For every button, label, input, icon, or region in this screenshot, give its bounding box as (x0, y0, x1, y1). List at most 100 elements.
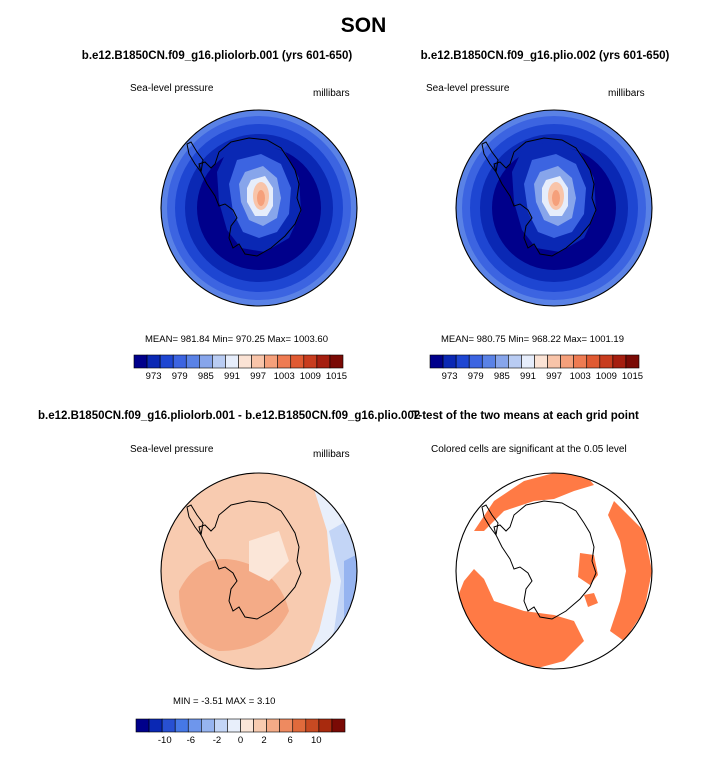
colorbar-box (303, 354, 318, 369)
colorbar-box (133, 354, 148, 369)
colorbar-box (331, 718, 346, 733)
colorbar-box (161, 718, 176, 733)
colorbar-box (468, 354, 483, 369)
colorbar-bottom-left: -10 -6 -2 0 2 6 10 (135, 718, 346, 747)
figure-title: SON (340, 14, 387, 37)
colorbar-tick-label: 985 (197, 371, 214, 382)
colorbar-tick-label: 1009 (595, 371, 617, 382)
antarctica-coastline (186, 500, 302, 620)
colorbar-box (586, 354, 601, 369)
panel-br-title: T-test of the two means at each grid poi… (412, 410, 639, 422)
map-field (456, 473, 652, 669)
colorbar-box (292, 718, 307, 733)
panel-tr-stats: MEAN= 980.75 Min= 968.22 Max= 1001.19 (441, 334, 624, 345)
colorbar-box (185, 354, 200, 369)
colorbar-box (146, 354, 161, 369)
map-boundary (455, 472, 653, 670)
colorbar-tick-label: 973 (441, 371, 458, 382)
antarctica-coastline (186, 137, 302, 257)
map-field (161, 473, 357, 669)
panel-tr-title: b.e12.B1850CN.f09_g16.plio.002 (yrs 601-… (420, 50, 670, 62)
colorbar-top-left: 973 979 985 991 997 1003 1009 1015 (133, 354, 347, 383)
colorbar-box (251, 354, 265, 369)
colorbar-box (187, 718, 202, 733)
colorbar-box (442, 354, 457, 369)
colorbar-tick-label: -6 (186, 735, 196, 746)
panel-bl-title: b.e12.B1850CN.f09_g16.pliolorb.001 - b.e… (38, 410, 421, 422)
colorbar-box (279, 718, 294, 733)
colorbar-box (212, 354, 226, 369)
colorbar-tick-label: 991 (520, 371, 536, 382)
antarctica-coastline (481, 500, 597, 620)
colorbar-box (201, 718, 215, 733)
panel-tr-units: millibars (608, 88, 645, 99)
colorbar-tick-label: 1009 (299, 371, 321, 382)
colorbar-tick-label: 979 (467, 371, 484, 382)
colorbar-box (148, 718, 163, 733)
colorbar-box (172, 354, 187, 369)
colorbar-box (495, 354, 509, 369)
colorbar-box (290, 354, 305, 369)
colorbar-box (521, 354, 535, 369)
colorbar-box (481, 354, 496, 369)
colorbar-box (573, 354, 588, 369)
colorbar-box (264, 354, 278, 369)
colorbar-tick-label: -10 (157, 735, 172, 746)
colorbar-box (547, 354, 561, 369)
colorbar-box (253, 718, 267, 733)
panel-br-note: Colored cells are significant at the 0.0… (431, 444, 627, 455)
map-bottom-left (160, 472, 358, 670)
colorbar-box (612, 354, 627, 369)
colorbar-box (508, 354, 522, 369)
colorbar-tick-label: 979 (171, 371, 188, 382)
colorbar-box (429, 354, 444, 369)
colorbar-tick-label: 1003 (273, 371, 295, 382)
map-bottom-right (455, 472, 653, 670)
colorbar-box (329, 354, 344, 369)
panel-bl-units: millibars (313, 449, 350, 460)
panel-tr-variable: Sea-level pressure (426, 83, 510, 94)
panel-tl-units: millibars (313, 88, 350, 99)
panel-tl-title: b.e12.B1850CN.f09_g16.pliolorb.001 (yrs … (81, 50, 353, 62)
antarctica-coastline (481, 137, 597, 257)
colorbar-tick-label: 2 (261, 735, 267, 746)
colorbar-tick-label: 1003 (569, 371, 591, 382)
colorbar-tick-label: 985 (493, 371, 510, 382)
colorbar-tick-label: 997 (250, 371, 267, 382)
colorbar-box (599, 354, 614, 369)
colorbar-box (174, 718, 189, 733)
colorbar-tick-label: 10 (310, 735, 322, 746)
colorbar-box (225, 354, 239, 369)
colorbar-tick-label: 0 (237, 735, 244, 746)
colorbar-box (266, 718, 280, 733)
colorbar-box (316, 354, 331, 369)
colorbar-tick-label: 1015 (621, 371, 644, 382)
colorbar-boxes (135, 718, 346, 733)
map-boundary (160, 109, 358, 307)
colorbar-box (238, 354, 252, 369)
colorbar-box (240, 718, 254, 733)
colorbar-box (318, 718, 333, 733)
colorbar-box (135, 718, 150, 733)
colorbar-box (534, 354, 548, 369)
colorbar-boxes (429, 354, 640, 369)
map-boundary (160, 472, 358, 670)
colorbar-box (455, 354, 470, 369)
panel-bl-stats: MIN = -3.51 MAX = 3.10 (173, 696, 276, 707)
colorbar-tick-label: 997 (546, 371, 563, 382)
colorbar-tick-label: 991 (224, 371, 240, 382)
panel-tl-stats: MEAN= 981.84 Min= 970.25 Max= 1003.60 (145, 334, 328, 345)
colorbar-box (625, 354, 640, 369)
colorbar-boxes (133, 354, 344, 369)
colorbar-tick-label: 1015 (325, 371, 348, 382)
colorbar-box (227, 718, 241, 733)
map-boundary (455, 109, 653, 307)
panel-bl-variable: Sea-level pressure (130, 444, 214, 455)
map-field (456, 110, 652, 306)
colorbar-tick-label: 973 (145, 371, 162, 382)
map-top-left (160, 109, 358, 307)
colorbar-tick-label: -2 (212, 735, 222, 746)
colorbar-box (214, 718, 228, 733)
colorbar-box (305, 718, 320, 733)
map-field (161, 110, 357, 306)
